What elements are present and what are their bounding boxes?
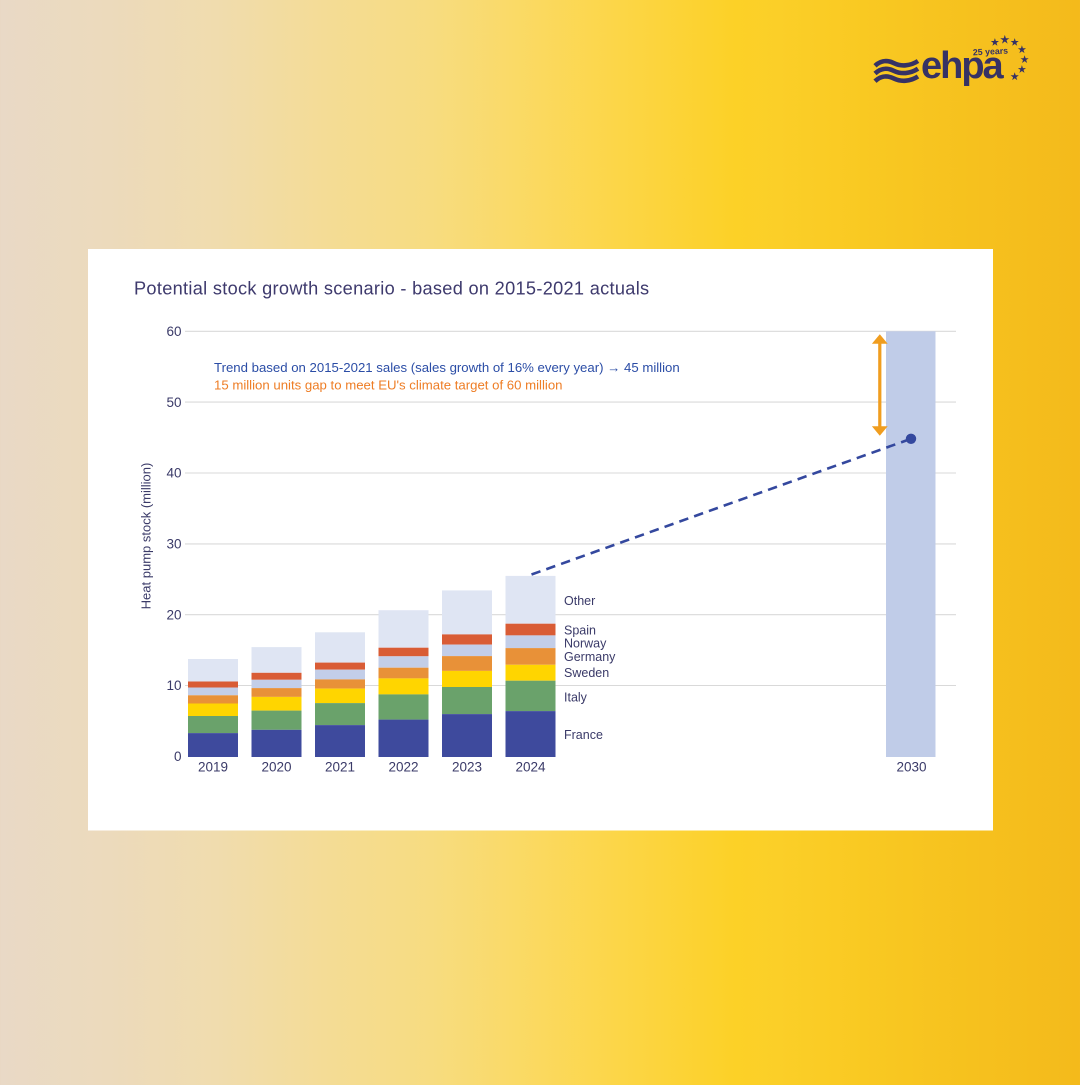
svg-text:2024: 2024 xyxy=(515,760,546,775)
svg-text:2023: 2023 xyxy=(452,760,482,775)
svg-text:20: 20 xyxy=(166,607,181,622)
svg-text:Trend based on 2015-2021 sales: Trend based on 2015-2021 sales (sales gr… xyxy=(214,360,680,375)
svg-text:2019: 2019 xyxy=(198,760,228,775)
svg-text:2021: 2021 xyxy=(325,760,355,775)
svg-text:40: 40 xyxy=(166,466,181,481)
svg-text:15 million units gap to meet E: 15 million units gap to meet EU's climat… xyxy=(214,378,562,393)
svg-text:2020: 2020 xyxy=(261,760,291,775)
svg-text:ehpa: ehpa xyxy=(921,45,1005,87)
svg-text:Other: Other xyxy=(564,594,595,608)
svg-text:Potential stock growth scenari: Potential stock growth scenario - based … xyxy=(134,279,649,299)
svg-text:50: 50 xyxy=(166,395,181,410)
svg-text:30: 30 xyxy=(166,537,181,552)
svg-text:Spain: Spain xyxy=(564,624,596,638)
svg-text:0: 0 xyxy=(174,749,182,764)
svg-text:Heat pump stock (million): Heat pump stock (million) xyxy=(139,463,154,610)
svg-text:Norway: Norway xyxy=(564,636,607,650)
svg-text:25 years: 25 years xyxy=(973,46,1009,58)
svg-text:2030: 2030 xyxy=(896,760,926,775)
svg-text:Germany: Germany xyxy=(564,650,616,664)
svg-text:60: 60 xyxy=(166,324,181,339)
svg-text:2022: 2022 xyxy=(388,760,418,775)
svg-text:Sweden: Sweden xyxy=(564,666,609,680)
svg-text:Italy: Italy xyxy=(564,690,588,704)
svg-text:10: 10 xyxy=(166,678,181,693)
svg-text:France: France xyxy=(564,728,603,742)
